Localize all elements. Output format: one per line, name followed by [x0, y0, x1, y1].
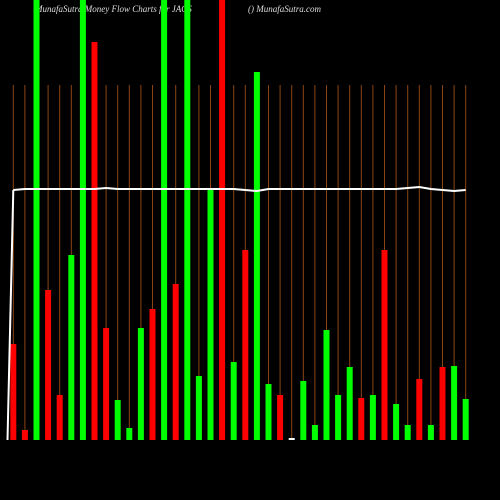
bar	[161, 0, 168, 440]
bar	[91, 42, 98, 440]
bar	[103, 328, 110, 440]
bar	[21, 430, 28, 440]
chart-subtitle: () MunafaSutra.com	[248, 4, 321, 14]
bar	[404, 425, 411, 440]
bar	[300, 381, 307, 440]
bar	[346, 367, 353, 440]
bar	[323, 330, 330, 440]
bar	[369, 395, 376, 440]
bar	[56, 395, 63, 440]
bar	[288, 438, 295, 440]
bar	[335, 395, 342, 440]
bar	[311, 425, 318, 440]
bar	[439, 367, 446, 440]
bar	[381, 250, 388, 440]
bar	[242, 250, 249, 440]
chart-title: MunafaSutra Money Flow Charts for JACS	[34, 4, 192, 14]
bar	[219, 0, 226, 440]
bar	[137, 328, 144, 440]
bar	[195, 376, 202, 440]
bar	[126, 428, 133, 440]
bar	[277, 395, 284, 440]
line-lead	[6, 189, 15, 441]
bar	[114, 400, 121, 440]
bar	[358, 398, 365, 440]
bar	[68, 255, 75, 440]
bar	[207, 190, 214, 440]
bar	[33, 0, 40, 440]
bar	[45, 290, 52, 440]
bar	[230, 362, 237, 440]
bar	[149, 309, 156, 440]
bar	[265, 384, 272, 440]
bar	[393, 404, 400, 440]
bar	[416, 379, 423, 440]
bar	[427, 425, 434, 440]
bar	[10, 344, 17, 440]
bar	[184, 0, 191, 440]
bar	[462, 399, 469, 440]
bar	[451, 366, 458, 440]
bar	[172, 284, 179, 440]
bar	[253, 72, 260, 440]
bar	[79, 0, 86, 440]
line	[13, 185, 466, 193]
